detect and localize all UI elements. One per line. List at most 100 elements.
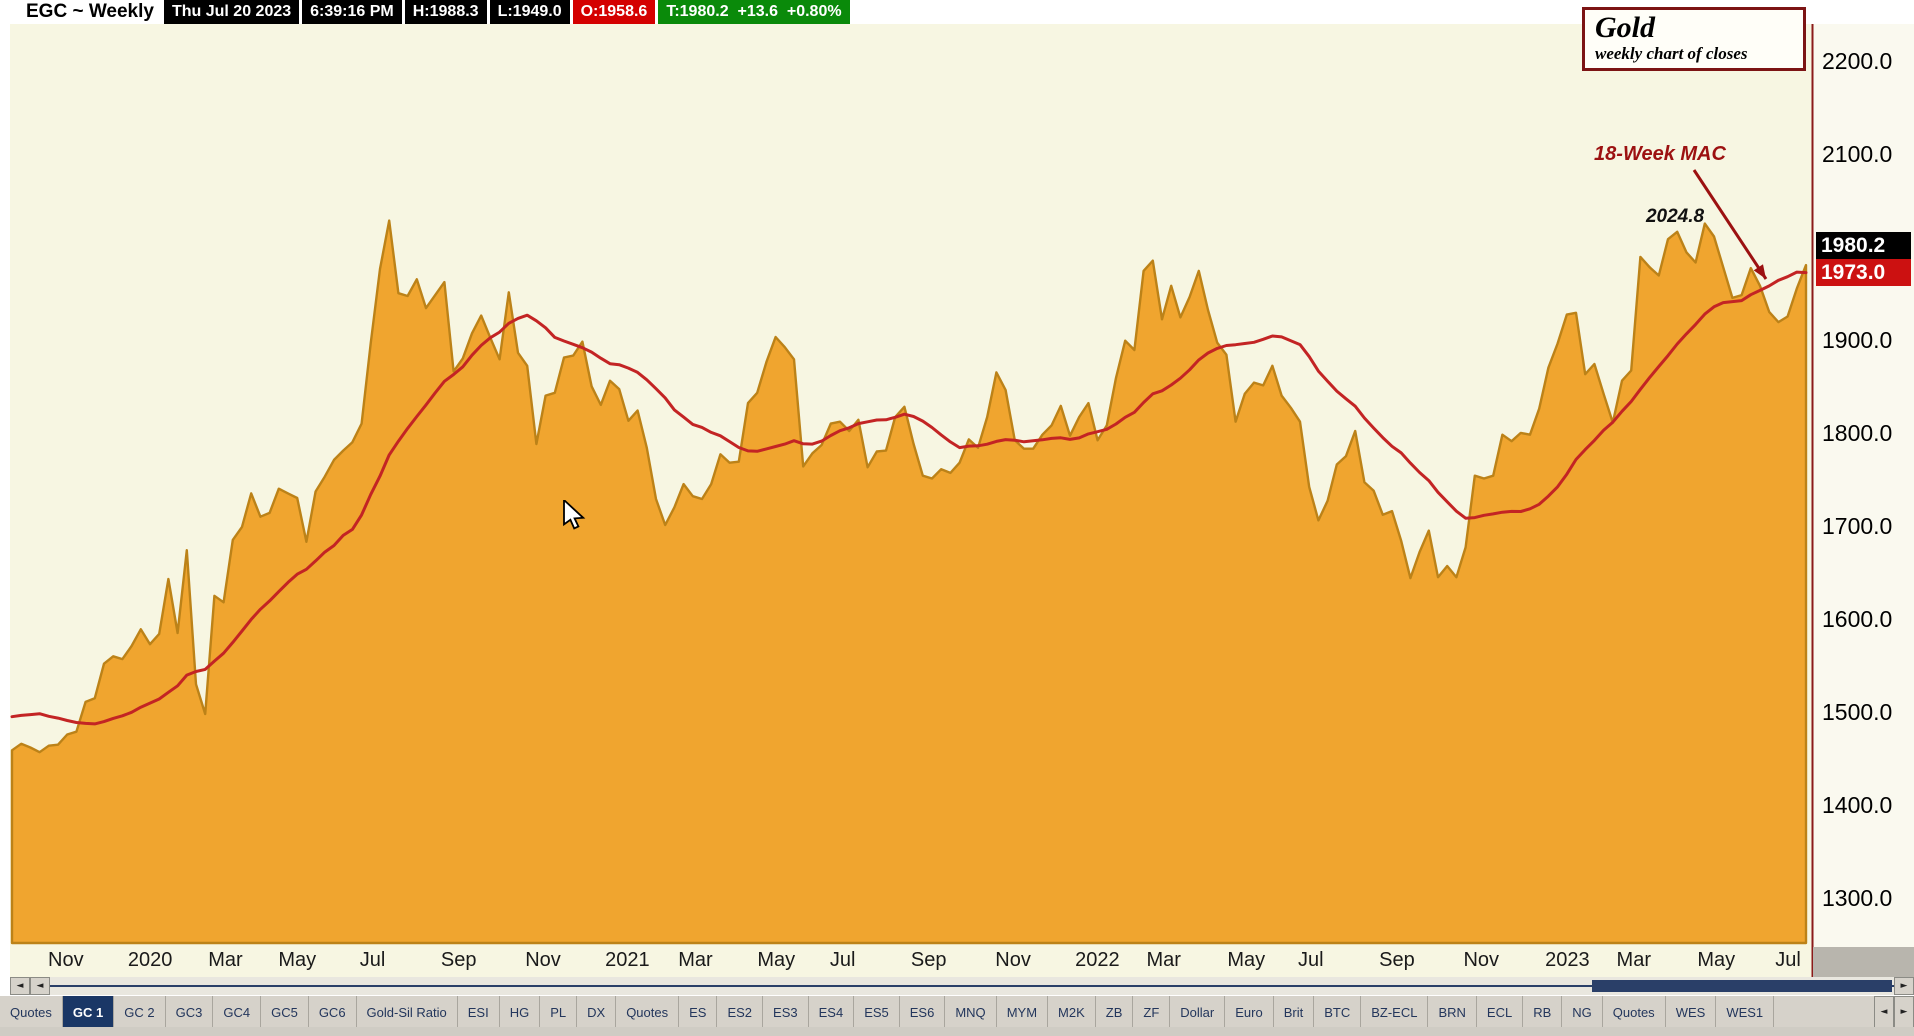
tab-pl[interactable]: PL [540, 996, 578, 1028]
tab-quotes[interactable]: Quotes [1602, 996, 1666, 1028]
info-chip: O:1958.6 [572, 0, 656, 24]
x-axis-label: Nov [48, 949, 84, 971]
y-axis-label: 2100.0 [1822, 140, 1893, 167]
tab-bar: Quotes GC 1 GC 2 GC3 GC4 GC5 GC6 Gold-Sil Ratio… [0, 995, 1914, 1028]
tab-es5[interactable]: ES5 [854, 996, 900, 1028]
chart-plot-area[interactable] [10, 22, 1813, 977]
tab-gold-sil-ratio[interactable]: Gold-Sil Ratio [356, 996, 458, 1028]
tab-brit[interactable]: Brit [1273, 996, 1315, 1028]
y-axis-label: 1700.0 [1822, 512, 1893, 539]
x-axis-label: Nov [995, 949, 1031, 971]
tab-btc[interactable]: BTC [1314, 996, 1362, 1028]
x-axis-label: 2022 [1075, 949, 1120, 971]
ma-annotation-label: 18-Week MAC [1594, 143, 1726, 165]
tab-m2k[interactable]: M2K [1048, 996, 1096, 1028]
x-axis-label: Jul [829, 949, 856, 971]
tab-euro[interactable]: Euro [1225, 996, 1274, 1028]
tab-zf[interactable]: ZF [1133, 996, 1171, 1028]
tab-gc6[interactable]: GC6 [308, 996, 357, 1028]
x-axis-label: Jul [1298, 949, 1324, 971]
tab-dx[interactable]: DX [577, 996, 617, 1028]
scrollbar-thumb[interactable] [1592, 980, 1892, 992]
tab-quotes[interactable]: Quotes [0, 996, 63, 1028]
x-axis-label: Jul [1775, 949, 1801, 971]
tab-ecl[interactable]: ECL [1476, 996, 1524, 1028]
scroll-left-button[interactable]: ◄ [10, 977, 30, 995]
x-axis-corner [1813, 947, 1914, 977]
tab-wes[interactable]: WES [1665, 996, 1717, 1028]
y-axis-label: 1800.0 [1822, 419, 1893, 446]
bottom-strip [0, 1027, 1914, 1036]
scrollbar-track[interactable] [50, 977, 1894, 995]
y-axis-label: 1600.0 [1822, 606, 1893, 633]
tab-scroll-left-button[interactable]: ◄ [1874, 996, 1894, 1028]
legend-title: Gold [1595, 11, 1655, 44]
tab-dollar[interactable]: Dollar [1170, 996, 1226, 1028]
tab-gc4[interactable]: GC4 [213, 996, 262, 1028]
info-chips: Thu Jul 20 2023 6:39:16 PM H:1988.3 L:1949.… [163, 0, 850, 24]
scroll-right-button[interactable]: ► [1894, 977, 1914, 995]
ma-price-chip: 1973.0 [1816, 258, 1911, 286]
x-axis-label: 2023 [1545, 949, 1590, 971]
info-chip: T:1980.2 +13.6 +0.80% [658, 0, 850, 24]
tab-ng[interactable]: NG [1562, 996, 1603, 1028]
x-axis-label: Mar [1616, 949, 1651, 971]
scrollbar-range-line [50, 985, 1894, 987]
tab-zb[interactable]: ZB [1095, 996, 1134, 1028]
x-axis-label: May [1227, 949, 1266, 971]
y-axis-label: 2200.0 [1822, 47, 1893, 74]
price-axis-area [1813, 22, 1914, 977]
x-axis-label: Jul [359, 949, 386, 971]
x-axis-label: May [757, 949, 796, 971]
tab-quotes[interactable]: Quotes [616, 996, 680, 1028]
tab-es[interactable]: ES [679, 996, 718, 1028]
tab-bz-ecl[interactable]: BZ-ECL [1361, 996, 1429, 1028]
x-axis-label: Sep [440, 949, 477, 971]
x-axis-label: Sep [910, 949, 947, 971]
x-axis-label: Mar [678, 949, 713, 971]
tab-es6[interactable]: ES6 [899, 996, 946, 1028]
horizontal-scrollbar: ◄ ◄ ► [10, 977, 1914, 995]
tab-rb[interactable]: RB [1523, 996, 1563, 1028]
tab-es2[interactable]: ES2 [717, 996, 764, 1028]
info-chip: Thu Jul 20 2023 [163, 0, 300, 24]
tab-es3[interactable]: ES3 [763, 996, 809, 1028]
y-axis-label: 1300.0 [1822, 885, 1893, 912]
y-axis-label: 1500.0 [1822, 699, 1893, 726]
scroll-left-button-2[interactable]: ◄ [30, 977, 50, 995]
x-axis-label: Sep [1379, 949, 1415, 971]
legend-subtitle: weekly chart of closes [1595, 44, 1748, 63]
x-axis-label: Mar [208, 949, 243, 971]
tab-gc-1[interactable]: GC 1 [62, 996, 115, 1028]
tab-esi[interactable]: ESI [457, 996, 500, 1028]
y-axis-label: 1400.0 [1822, 792, 1893, 819]
x-axis-label: Nov [1463, 949, 1500, 971]
tab-hg[interactable]: HG [499, 996, 541, 1028]
tab-gc3[interactable]: GC3 [165, 996, 214, 1028]
mouse-cursor [563, 500, 586, 530]
info-chip: 6:39:16 PM [302, 0, 402, 24]
x-axis-label: May [1697, 949, 1736, 971]
chart-title: EGC ~ Weekly [26, 1, 154, 22]
x-axis-label: May [278, 949, 317, 971]
y-axis-label: 1900.0 [1822, 326, 1893, 353]
chart-legend-box: Gold weekly chart of closes [1582, 7, 1806, 71]
tab-gc-2[interactable]: GC 2 [114, 996, 166, 1028]
x-axis-label: 2021 [605, 949, 650, 971]
tab-scroll-right-button[interactable]: ► [1894, 996, 1914, 1028]
tabs: Quotes GC 1 GC 2 GC3 GC4 GC5 GC6 Gold-Sil Ratio… [0, 996, 1874, 1028]
tab-es4[interactable]: ES4 [808, 996, 855, 1028]
x-axis-label: Mar [1146, 949, 1181, 971]
peak-annotation-label: 2024.8 [1645, 206, 1705, 227]
tab-wes1[interactable]: WES1 [1716, 996, 1775, 1028]
tab-gc5[interactable]: GC5 [261, 996, 309, 1028]
tab-nav: ◄ ► [1874, 996, 1914, 1028]
x-axis-label: Nov [525, 949, 561, 971]
x-axis: Nov 2020 Mar May Jul Sep Nov 2021 Mar May Jul Sep No… [0, 947, 1813, 977]
x-axis-label: 2020 [127, 949, 173, 971]
tab-mnq[interactable]: MNQ [945, 996, 997, 1028]
tab-mym[interactable]: MYM [996, 996, 1049, 1028]
tab-brn[interactable]: BRN [1428, 996, 1477, 1028]
y-axis: 2200.02100.02000.01900.01800.01700.01600… [1822, 0, 1914, 977]
